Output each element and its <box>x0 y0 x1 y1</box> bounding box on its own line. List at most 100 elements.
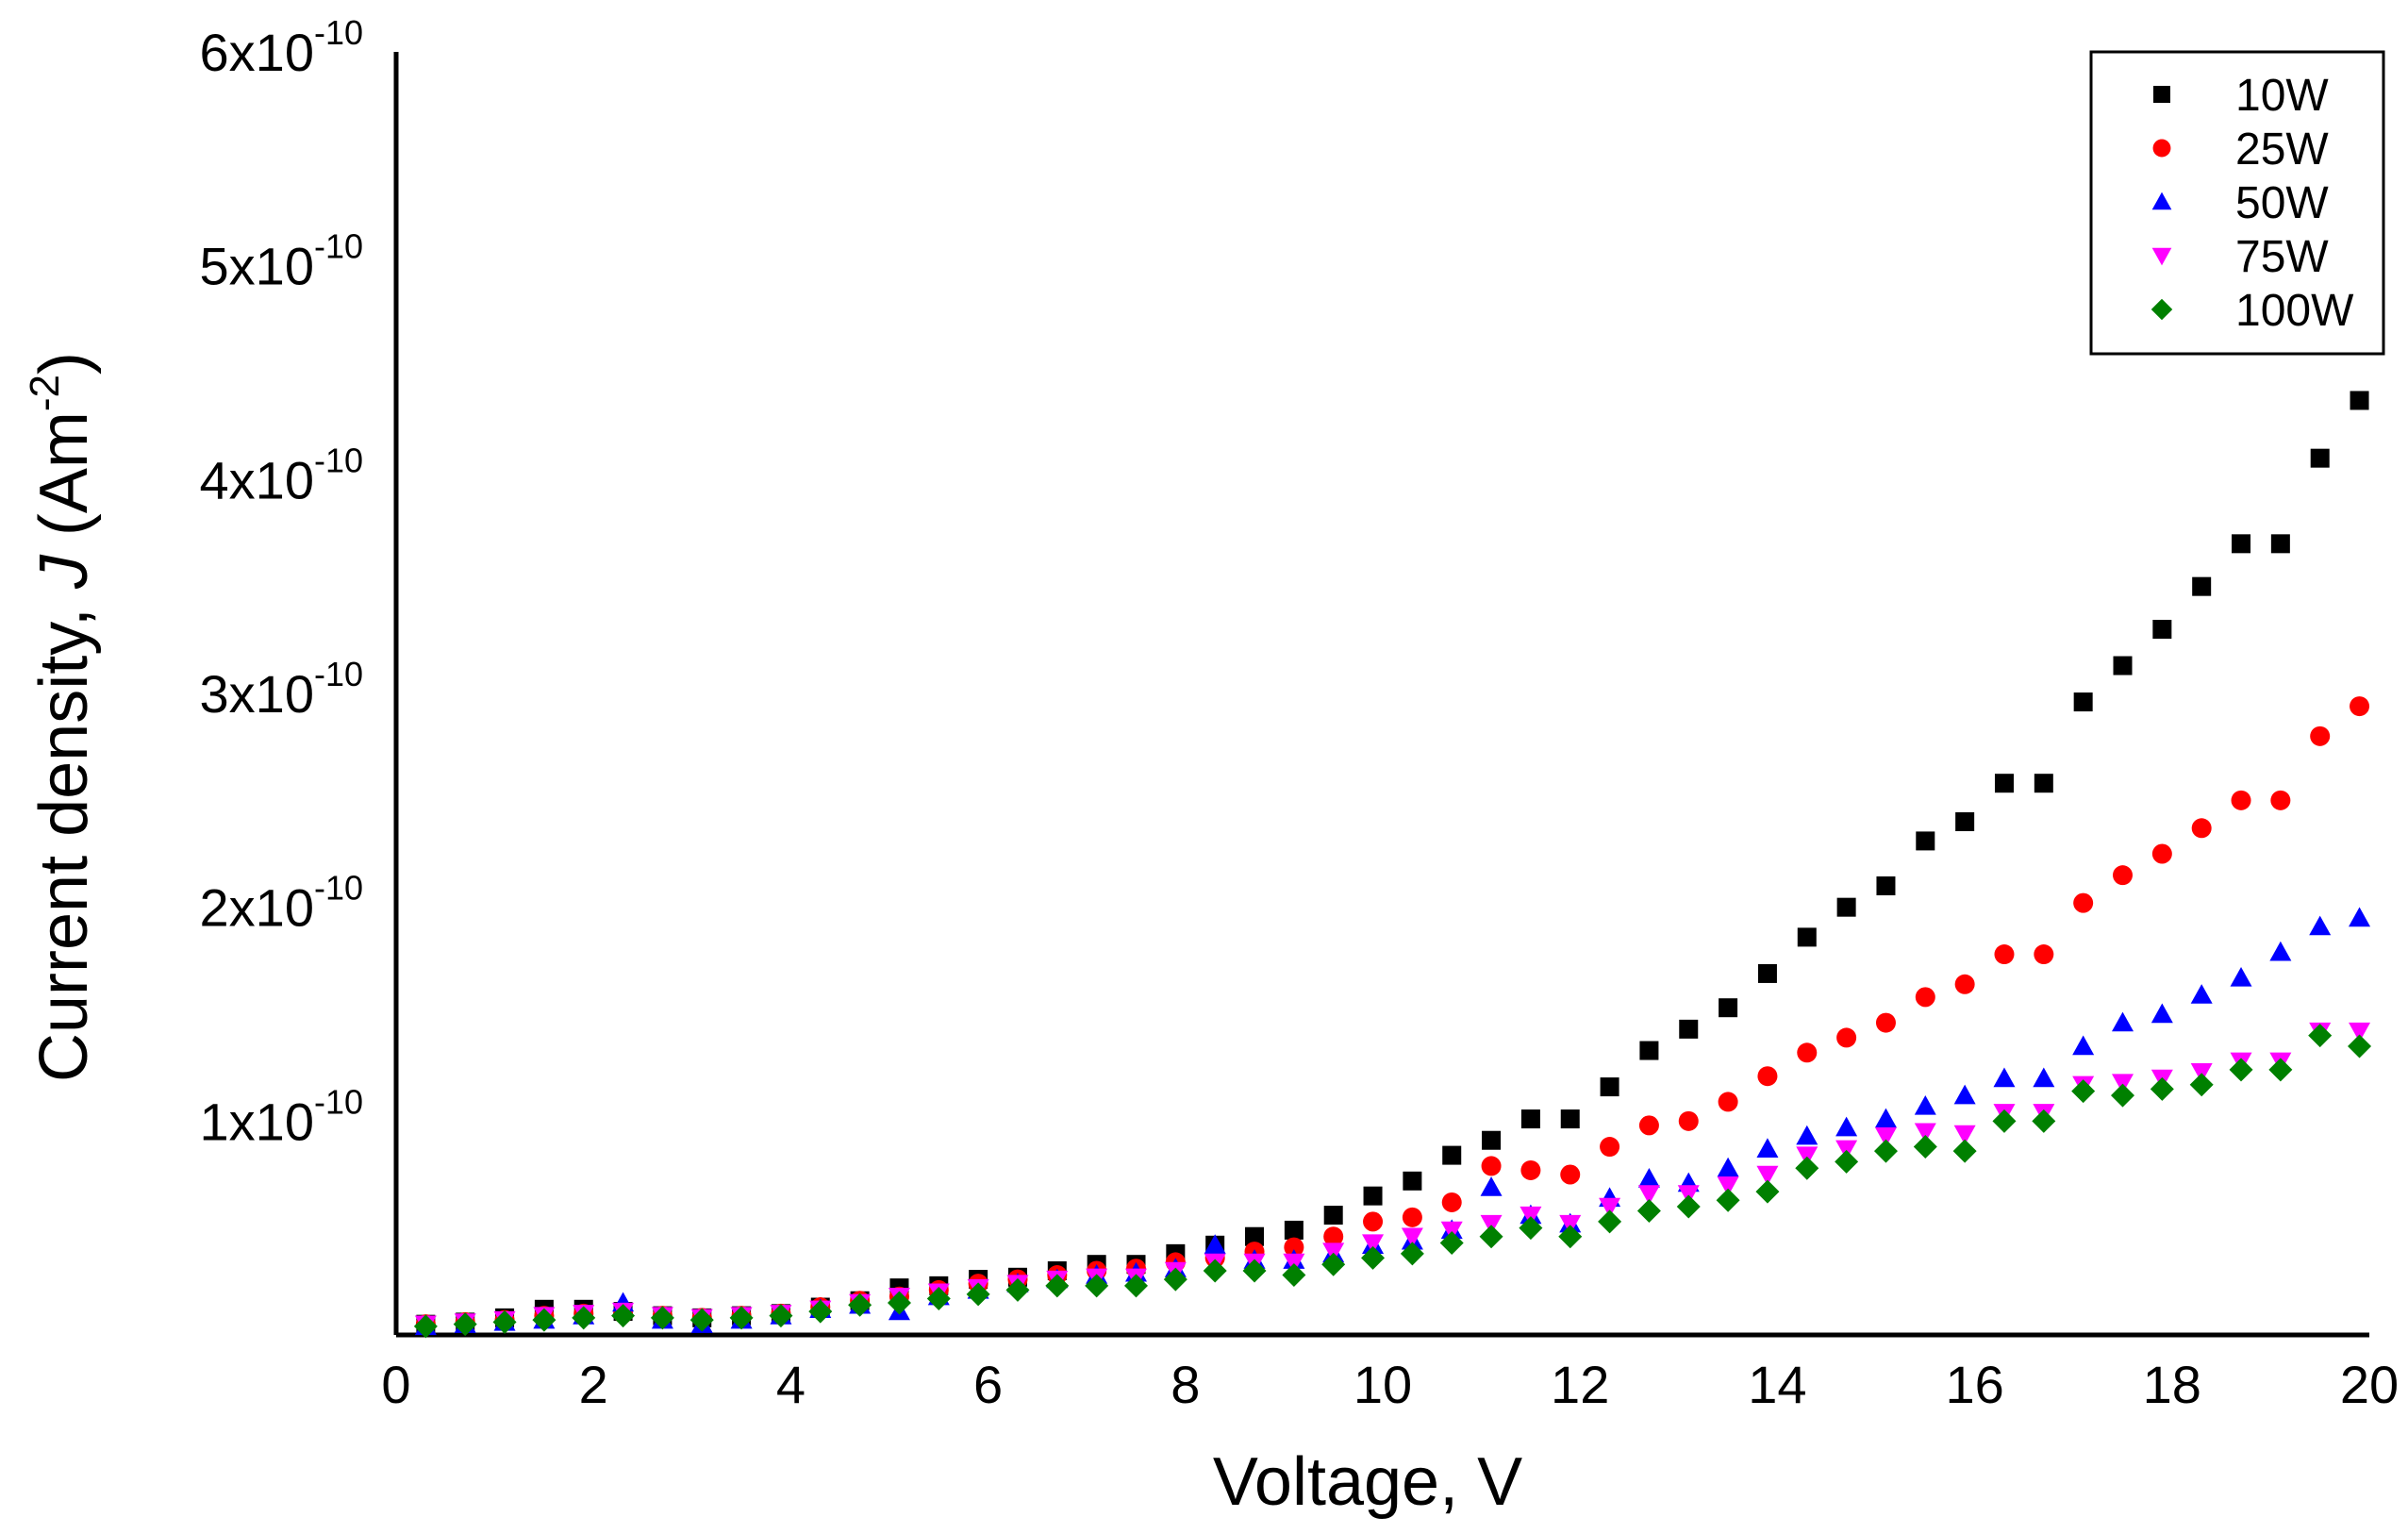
point-25W <box>1323 1226 1344 1247</box>
point-100W <box>769 1304 793 1328</box>
point-100W <box>1558 1225 1583 1249</box>
y-tick-label: 4x10-10 <box>200 441 363 509</box>
point-75W <box>2349 1022 2371 1042</box>
legend-marker-50W <box>2151 192 2172 210</box>
point-25W <box>1600 1137 1620 1158</box>
point-10W <box>2350 391 2369 410</box>
point-25W <box>2350 696 2370 717</box>
point-100W <box>1242 1259 1267 1283</box>
legend-label: 50W <box>2235 178 2329 228</box>
data-points <box>413 391 2372 1339</box>
point-25W <box>1718 1092 1738 1112</box>
point-25W <box>1836 1027 1857 1048</box>
point-25W <box>2034 944 2054 965</box>
y-tick-labels: 1x10-102x10-103x10-104x10-105x10-106x10-… <box>200 13 363 1151</box>
y-tick-mantissa: 5x10 <box>200 237 314 296</box>
point-25W <box>1520 1159 1541 1180</box>
legend-item-100W: 100W <box>2151 286 2354 336</box>
point-100W <box>1598 1209 1622 1234</box>
x-tick-label: 16 <box>1945 1355 2003 1414</box>
point-50W <box>1796 1125 1818 1145</box>
y-tick-exponent: -10 <box>314 227 363 266</box>
point-100W <box>2032 1109 2056 1133</box>
point-10W <box>2152 620 2172 639</box>
point-100W <box>2189 1073 2214 1097</box>
point-100W <box>2308 1024 2333 1048</box>
point-10W <box>1955 812 1975 831</box>
legend-label: 100W <box>2235 286 2354 336</box>
point-100W <box>492 1309 517 1334</box>
point-10W <box>1403 1171 1422 1191</box>
point-100W <box>1163 1267 1187 1292</box>
legend-label: 25W <box>2235 125 2329 175</box>
point-100W <box>1835 1149 1859 1174</box>
y-axis-title-italic: J <box>26 554 102 590</box>
x-tick-label: 20 <box>2340 1355 2399 1414</box>
point-50W <box>1993 1067 2016 1088</box>
point-10W <box>1323 1206 1343 1226</box>
point-10W <box>1600 1077 1619 1097</box>
point-100W <box>650 1306 674 1330</box>
x-tick-label: 0 <box>381 1355 410 1414</box>
point-75W <box>1953 1125 1976 1145</box>
point-50W <box>2190 984 2213 1004</box>
y-tick-mantissa: 4x10 <box>200 450 314 509</box>
y-tick-exponent: -10 <box>314 441 363 479</box>
point-25W <box>1757 1066 1778 1087</box>
point-50W <box>2309 915 2332 936</box>
y-axis-title-prefix: Current density, <box>26 589 102 1082</box>
point-100W <box>1676 1194 1701 1219</box>
point-100W <box>1439 1231 1464 1256</box>
point-100W <box>2111 1083 2134 1108</box>
point-100W <box>1755 1179 1780 1204</box>
point-25W <box>2191 818 2212 839</box>
point-100W <box>926 1286 951 1310</box>
x-tick-label: 4 <box>776 1355 805 1414</box>
point-25W <box>1797 1042 1818 1063</box>
point-10W <box>1994 774 2014 793</box>
point-50W <box>2072 1035 2095 1056</box>
point-10W <box>1876 876 1896 895</box>
x-axis-title: Voltage, V <box>1213 1444 1522 1520</box>
point-10W <box>1679 1019 1699 1039</box>
y-tick-mantissa: 3x10 <box>200 664 314 724</box>
point-10W <box>2113 656 2133 675</box>
point-25W <box>1994 944 2015 965</box>
point-10W <box>1916 831 1935 851</box>
point-25W <box>2113 865 2133 886</box>
point-10W <box>1363 1186 1383 1206</box>
x-tick-labels: 0 2 4 6 8 10 12 14 16 18 20 <box>381 1355 2399 1414</box>
point-10W <box>1757 963 1777 983</box>
point-25W <box>1875 1012 1896 1033</box>
point-100W <box>2268 1058 2293 1082</box>
point-25W <box>1638 1115 1659 1136</box>
legend-marker-75W <box>2151 247 2172 266</box>
point-25W <box>1560 1164 1581 1185</box>
point-100W <box>887 1291 911 1315</box>
point-50W <box>2151 1003 2173 1024</box>
point-50W <box>1480 1176 1503 1196</box>
legend-label: 75W <box>2235 232 2329 282</box>
point-75W <box>1756 1165 1779 1186</box>
point-75W <box>1914 1123 1936 1143</box>
point-75W <box>1401 1227 1423 1248</box>
point-10W <box>2232 534 2251 554</box>
point-50W <box>2349 907 2371 927</box>
legend-box <box>2089 50 2385 356</box>
point-10W <box>2310 448 2330 468</box>
point-25W <box>2073 892 2094 913</box>
point-25W <box>1441 1192 1462 1212</box>
point-10W <box>1639 1041 1659 1060</box>
point-50W <box>1637 1168 1660 1188</box>
point-100W <box>532 1308 556 1332</box>
point-100W <box>729 1306 754 1330</box>
point-10W <box>2270 534 2290 554</box>
point-10W <box>2192 576 2212 596</box>
y-tick-label: 5x10-10 <box>200 227 363 296</box>
point-100W <box>1992 1109 2017 1133</box>
axes <box>393 52 2369 1338</box>
series-25W <box>415 696 2370 1335</box>
point-100W <box>808 1299 833 1324</box>
x-tick-label: 10 <box>1353 1355 1412 1414</box>
